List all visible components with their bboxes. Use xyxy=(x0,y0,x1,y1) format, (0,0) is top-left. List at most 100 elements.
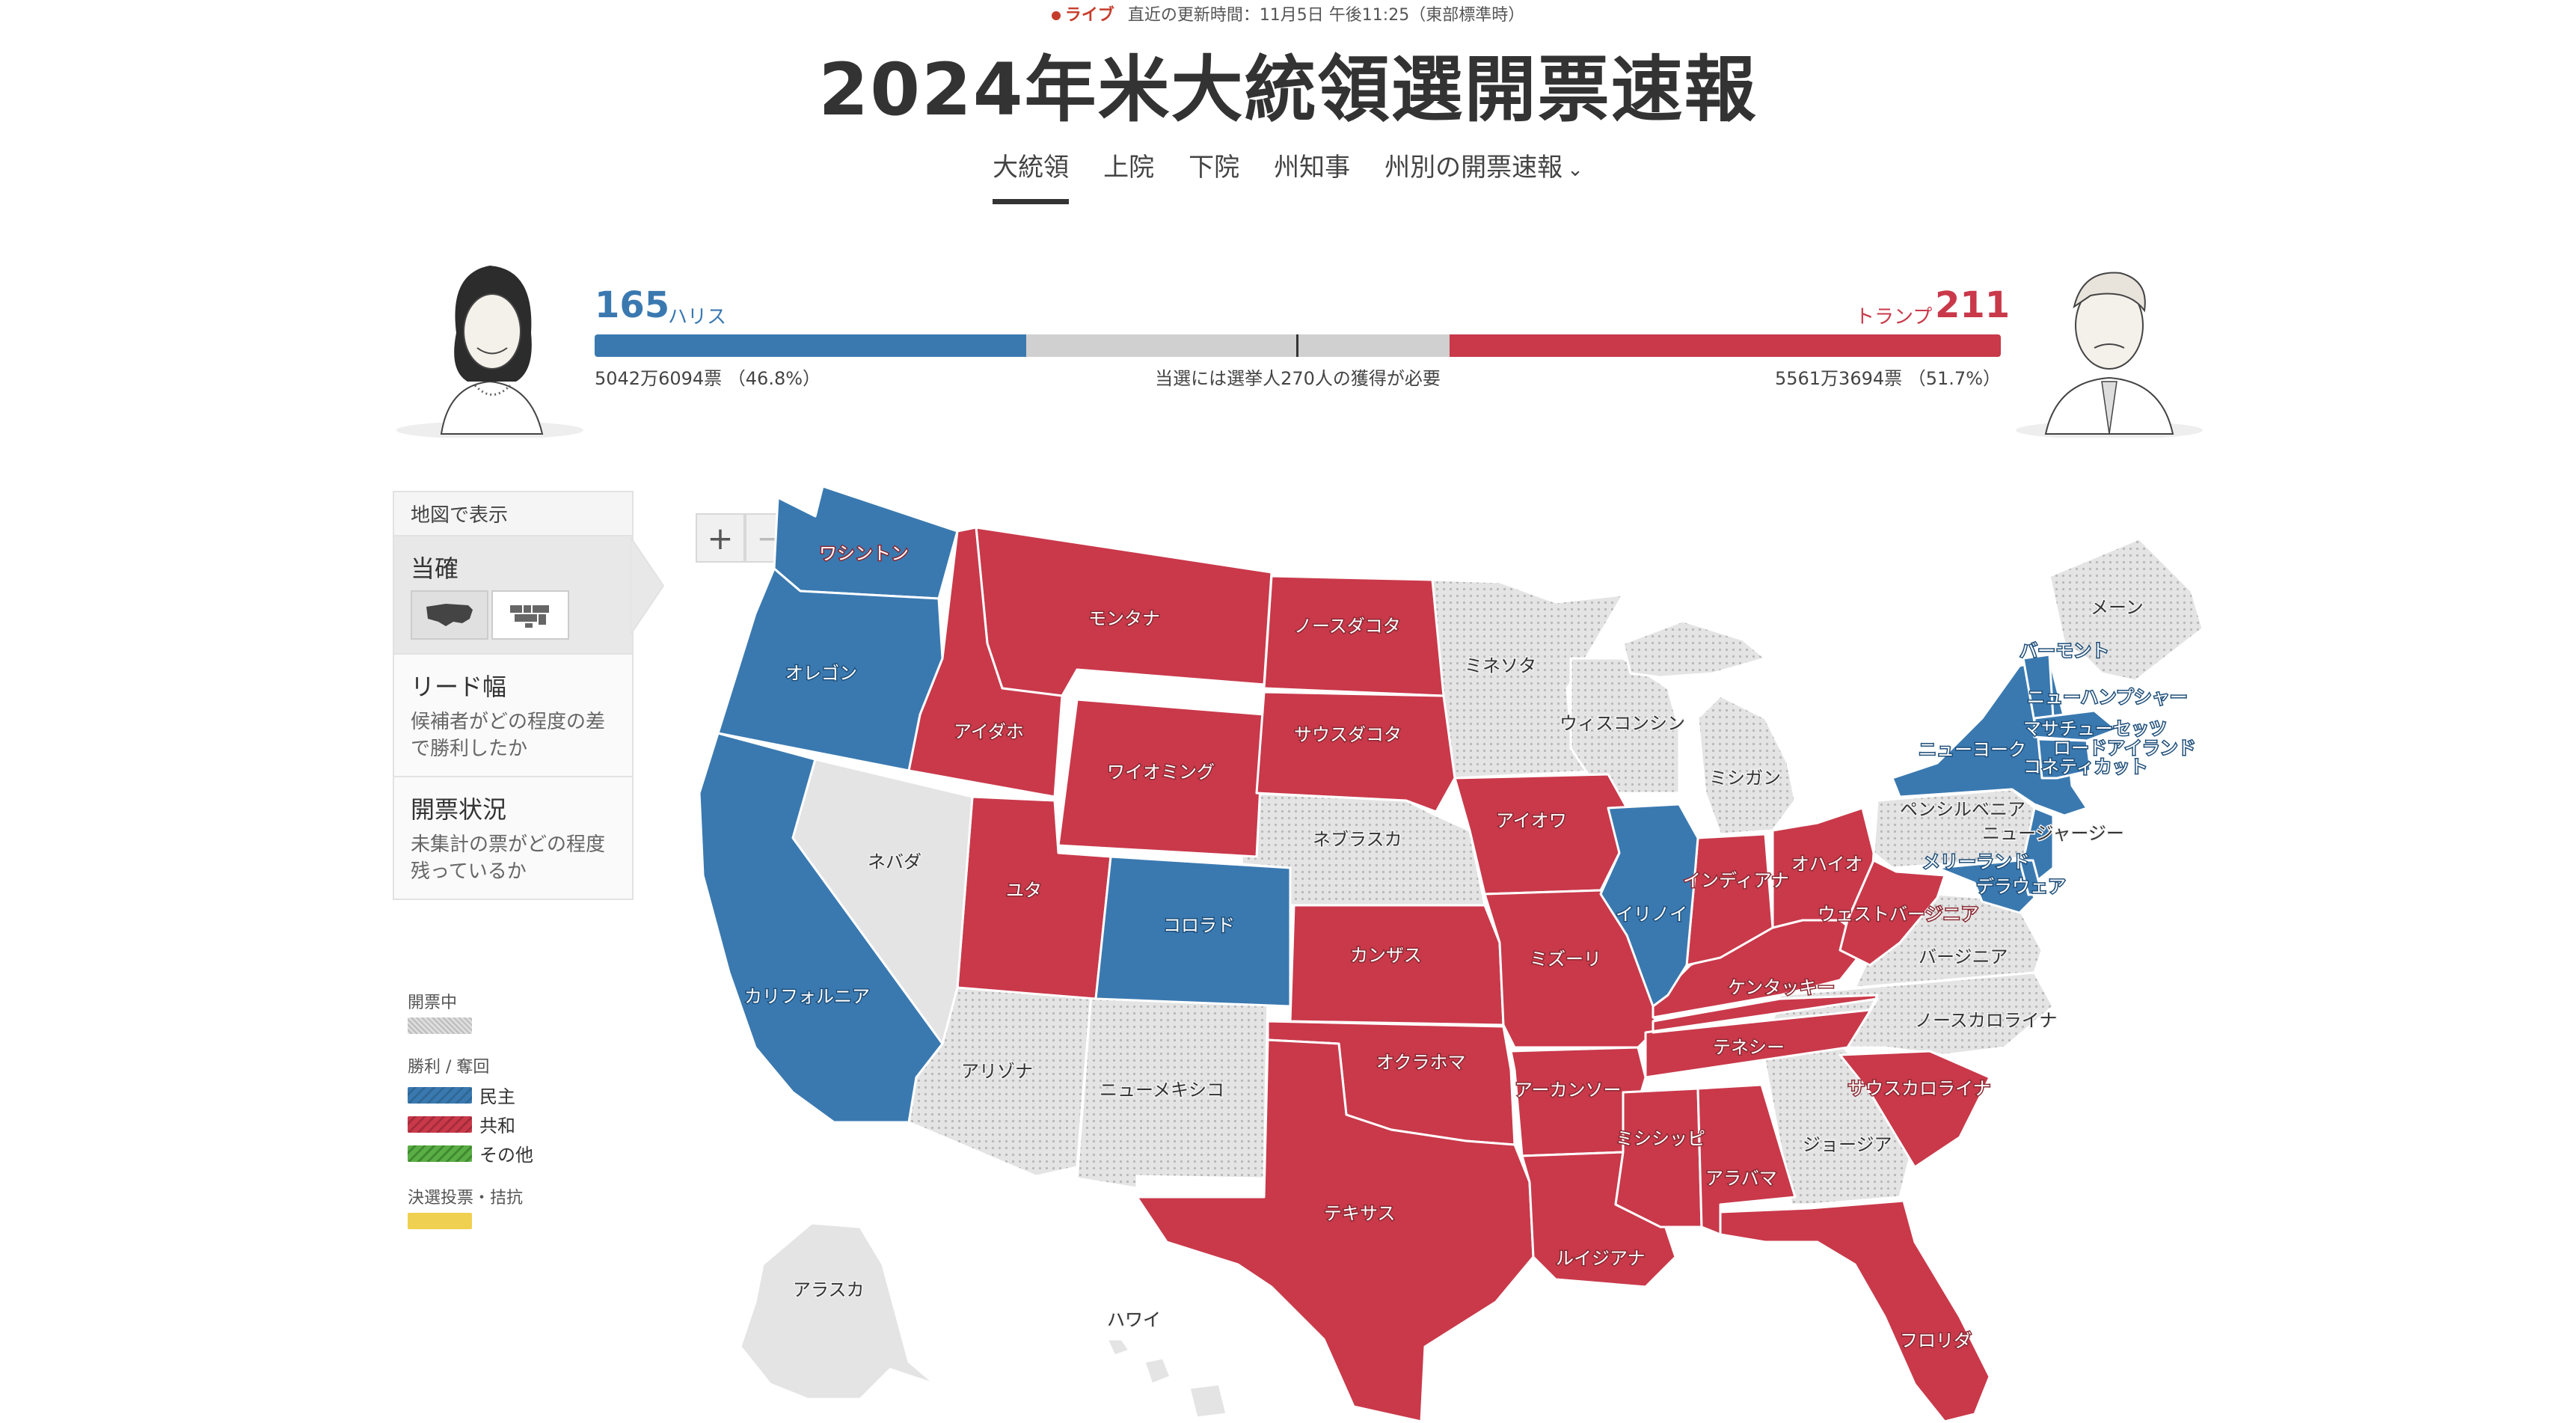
state-ia[interactable] xyxy=(1453,773,1628,896)
state-label: ルイジアナ xyxy=(1556,1248,1646,1269)
state-label: アラバマ xyxy=(1705,1168,1777,1189)
state-mi[interactable] xyxy=(1696,694,1797,836)
mode-called[interactable]: 当確 xyxy=(394,536,632,655)
harris-popular-vote: 5042万6094票 （46.8%） xyxy=(595,368,821,389)
tab-governor[interactable]: 州知事 xyxy=(1274,147,1350,204)
state-de[interactable] xyxy=(2018,859,2043,896)
mode-desc: 未集計の票がどの程度残っているか xyxy=(411,833,606,883)
state-ct[interactable] xyxy=(2037,738,2092,780)
legend-runoff-swatch xyxy=(408,1213,472,1229)
rep-bar-fill xyxy=(1449,334,2001,357)
live-label: ライブ xyxy=(1064,6,1114,25)
dem-bar-fill xyxy=(595,334,1026,357)
state-label: ウィスコンシン xyxy=(1560,713,1685,734)
state-label: ノースダコタ xyxy=(1294,616,1401,637)
state-label: ノースカロライナ xyxy=(1915,1010,2057,1031)
update-time: 直近の更新時間：11月5日 午後11:25（東部標準時） xyxy=(1127,6,1525,25)
state-al[interactable] xyxy=(1696,1083,1797,1236)
tab-house[interactable]: 下院 xyxy=(1189,147,1239,204)
tab-president[interactable]: 大統領 xyxy=(993,147,1070,204)
state-label: ミズーリ xyxy=(1530,949,1601,970)
state-fl[interactable] xyxy=(1719,1199,1991,1423)
threshold-note: 当選には選挙人270人の獲得が必要 xyxy=(1155,368,1441,389)
us-map-icon xyxy=(426,604,473,626)
tab-label: 大統領 xyxy=(993,153,1070,183)
state-label: フロリダ xyxy=(1900,1330,1972,1351)
state-label: サウスダコタ xyxy=(1294,724,1402,745)
state-co[interactable] xyxy=(1094,855,1292,1008)
tab-state-results[interactable]: 州別の開票速報 ⌄ xyxy=(1384,147,1583,204)
threshold-marker xyxy=(1296,334,1298,357)
state-label: アイオワ xyxy=(1496,810,1567,831)
legend-counting-swatch xyxy=(408,1017,472,1034)
tab-label: 下院 xyxy=(1189,153,1240,183)
map-mode-panel: 地図で表示 当確 リード幅 候補者がどの程度の差で勝利したか 開票状況 未集計の… xyxy=(393,491,634,900)
cartogram-view-button[interactable] xyxy=(491,590,569,640)
mode-counting[interactable]: 開票状況 未集計の票がどの程度残っているか xyxy=(394,777,632,899)
trump-popular-vote: 5561万3694票 （51.7%） xyxy=(1774,368,2001,389)
state-label: メリーランド xyxy=(1922,851,2030,872)
page-title: 2024年米大統領選開票速報 xyxy=(818,48,1758,132)
legend-dem-label: 民主 xyxy=(479,1086,515,1107)
state-sc[interactable] xyxy=(1839,1050,1991,1169)
state-label: ニュージャージー xyxy=(1982,823,2124,844)
state-ne-region[interactable] xyxy=(2048,537,2204,682)
chevron-down-icon: ⌄ xyxy=(1567,159,1583,181)
state-label: ニューヨーク xyxy=(1919,739,2026,760)
live-dot-icon xyxy=(1051,11,1061,20)
state-hi[interactable] xyxy=(1105,1338,1228,1419)
state-label: ミシガン xyxy=(1709,768,1781,789)
tab-label: 上院 xyxy=(1103,153,1155,183)
harris-electoral-votes: 165 xyxy=(595,284,670,326)
state-label: ニューメキシコ xyxy=(1100,1080,1224,1101)
state-mi-up[interactable] xyxy=(1622,619,1767,679)
trump-name: トランプ xyxy=(1855,306,1933,328)
state-sd[interactable] xyxy=(1255,691,1456,813)
tab-label: 州知事 xyxy=(1274,153,1351,183)
panel-pointer xyxy=(631,537,665,634)
mode-margin[interactable]: リード幅 候補者がどの程度の差で勝利したか xyxy=(394,655,632,777)
state-label: バーモント xyxy=(2020,640,2109,661)
state-label: オクラホマ xyxy=(1376,1052,1466,1073)
legend-rep-label: 共和 xyxy=(479,1116,515,1136)
tab-senate[interactable]: 上院 xyxy=(1103,147,1154,204)
trump-electoral-votes: 211 xyxy=(1935,284,2011,326)
state-or[interactable] xyxy=(717,567,944,772)
state-nv[interactable] xyxy=(791,758,974,1045)
state-label: ジョージア xyxy=(1803,1134,1892,1155)
state-label: ハワイ xyxy=(1107,1309,1161,1330)
mode-desc: 候補者がどの程度の差で勝利したか xyxy=(411,711,606,760)
state-label: オレゴン xyxy=(785,663,857,684)
panel-header: 地図で表示 xyxy=(394,492,632,536)
state-tx[interactable] xyxy=(1135,1038,1535,1423)
state-label: コロラド xyxy=(1163,915,1235,936)
state-ma[interactable] xyxy=(2033,709,2118,742)
state-label: ミネソタ xyxy=(1465,655,1536,676)
state-wv[interactable] xyxy=(1839,859,1946,967)
state-label: デラウェア xyxy=(1976,876,2066,897)
race-tabs: 大統領 上院 下院 州知事 州別の開票速報 ⌄ xyxy=(0,147,2576,204)
state-label: ニューハンプシャー xyxy=(2027,687,2188,708)
map-legend: 開票中 勝利 / 奪回 民主 共和 その他 決選投票・拮抗 xyxy=(408,989,533,1229)
legend-win-title: 勝利 / 奪回 xyxy=(408,1058,490,1077)
state-label: アーカンソー xyxy=(1515,1080,1622,1101)
state-label: インディアナ xyxy=(1683,870,1789,891)
mode-title: 当確 xyxy=(411,554,459,583)
legend-other-label: その他 xyxy=(479,1145,533,1166)
state-label: ケンタッキー xyxy=(1728,977,1835,998)
tab-label: 州別の開票速報 xyxy=(1384,153,1563,183)
state-label: アラスカ xyxy=(793,1279,865,1300)
us-map-view-button[interactable] xyxy=(411,590,488,640)
state-wy[interactable] xyxy=(1057,698,1266,858)
trump-portrait xyxy=(2016,272,2203,438)
state-wa[interactable] xyxy=(773,485,959,600)
legend-runoff-title: 決選投票・拮抗 xyxy=(408,1189,524,1208)
state-ms[interactable] xyxy=(1614,1087,1703,1228)
state-tn[interactable] xyxy=(1644,994,1879,1079)
zoom-in-button[interactable]: + xyxy=(696,513,745,563)
cartogram-icon xyxy=(510,605,549,628)
state-label: オハイオ xyxy=(1791,854,1863,875)
state-il[interactable] xyxy=(1599,803,1699,1008)
state-label: アイダホ xyxy=(954,721,1024,742)
state-ak[interactable] xyxy=(739,1222,936,1401)
